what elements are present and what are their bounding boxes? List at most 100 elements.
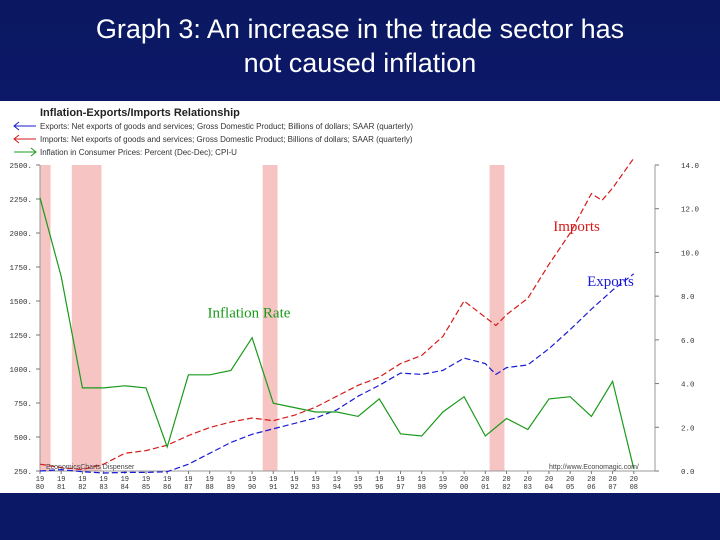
x-tick-label-century: 20	[460, 476, 468, 484]
x-tick-label-year: 87	[184, 484, 192, 492]
legend-label: Imports: Net exports of goods and servic…	[40, 135, 413, 144]
x-tick-label-year: 03	[524, 484, 532, 492]
legend-entry: Exports: Net exports of goods and servic…	[13, 121, 413, 131]
x-tick-label-century: 20	[608, 476, 616, 484]
x-tick-label-year: 08	[630, 484, 638, 492]
x-tick-label-year: 89	[227, 484, 235, 492]
x-tick-label-year: 92	[290, 484, 298, 492]
x-tick-label-century: 19	[57, 476, 65, 484]
legend-entry: Inflation in Consumer Prices: Percent (D…	[14, 147, 237, 157]
x-tick-label-year: 85	[142, 484, 150, 492]
y-left-tick-label: 1500.	[9, 299, 32, 307]
x-tick-label-century: 19	[269, 476, 277, 484]
x-tick-label-century: 19	[142, 476, 150, 484]
footer-band	[0, 493, 720, 540]
y-left-tick-label: 750.	[14, 401, 32, 409]
x-tick-label-year: 96	[375, 484, 383, 492]
x-tick-label-century: 20	[481, 476, 489, 484]
y-left-tick-label: 1750.	[9, 265, 32, 273]
x-tick-label-year: 04	[545, 484, 553, 492]
x-tick-label-century: 19	[121, 476, 129, 484]
x-tick-label-year: 01	[481, 484, 489, 492]
x-tick-label-year: 82	[78, 484, 86, 492]
series-line-imports	[39, 157, 635, 471]
x-tick-label-century: 19	[439, 476, 447, 484]
x-tick-label-century: 20	[545, 476, 553, 484]
trade-inflation-chart: Inflation-Exports/Imports Relationship Ex…	[9, 107, 700, 492]
series-line-inflation-rate	[39, 197, 635, 469]
slide-title-line-2: not caused inflation	[243, 48, 477, 78]
y-right-tick-label: 10.0	[681, 250, 700, 258]
x-tick-label-century: 20	[587, 476, 595, 484]
x-tick-label-century: 19	[205, 476, 213, 484]
x-tick-label-century: 19	[227, 476, 235, 484]
x-tick-label-year: 91	[269, 484, 277, 492]
x-tick-label-century: 20	[630, 476, 638, 484]
x-tick-label-century: 19	[333, 476, 341, 484]
y-left-tick-label: 2250.	[9, 197, 32, 205]
x-tick-label-century: 19	[248, 476, 256, 484]
x-tick-label-year: 81	[57, 484, 65, 492]
x-tick-label-century: 19	[36, 476, 44, 484]
x-tick-label-century: 19	[396, 476, 404, 484]
slide-title-line-1: Graph 3: An increase in the trade sector…	[95, 14, 625, 44]
y-left-tick-label: 250.	[14, 469, 32, 477]
x-tick-label-century: 19	[184, 476, 192, 484]
y-right-tick-label: 4.0	[681, 382, 695, 390]
y-left-tick-label: 1250.	[9, 333, 32, 341]
x-tick-label-century: 20	[524, 476, 532, 484]
x-tick-label-year: 99	[439, 484, 447, 492]
legend-arrow-icon	[13, 134, 20, 144]
series-annotation: Inflation Rate	[208, 305, 291, 321]
x-tick-label-year: 84	[121, 484, 129, 492]
y-right-tick-label: 0.0	[681, 469, 695, 477]
x-tick-label-century: 19	[418, 476, 426, 484]
x-tick-label-century: 19	[311, 476, 319, 484]
x-tick-label-year: 80	[36, 484, 44, 492]
source-note-left: EconomicsCharts Dispenser	[46, 464, 135, 471]
slide-title: Graph 3: An increase in the trade sector…	[0, 12, 720, 80]
y-right-tick-label: 12.0	[681, 207, 700, 215]
y-left-tick-label: 1000.	[9, 367, 32, 375]
x-tick-label-year: 86	[163, 484, 171, 492]
x-tick-label-year: 83	[99, 484, 107, 492]
y-right-tick-label: 6.0	[681, 338, 695, 346]
y-left-tick-label: 2500.	[9, 163, 32, 171]
recession-band	[40, 165, 51, 471]
x-tick-label-year: 94	[333, 484, 341, 492]
x-tick-label-year: 90	[248, 484, 256, 492]
x-tick-label-year: 07	[608, 484, 616, 492]
x-tick-label-year: 95	[354, 484, 362, 492]
x-tick-label-century: 20	[566, 476, 574, 484]
y-right-tick-label: 8.0	[681, 294, 695, 302]
y-right-tick-label: 14.0	[681, 163, 700, 171]
y-left-tick-label: 2000.	[9, 231, 32, 239]
chart-panel: Inflation-Exports/Imports Relationship Ex…	[0, 101, 720, 493]
series-annotation: Imports	[553, 219, 600, 235]
x-tick-label-year: 98	[418, 484, 426, 492]
x-tick-label-year: 00	[460, 484, 468, 492]
x-tick-label-century: 19	[375, 476, 383, 484]
x-tick-label-year: 93	[311, 484, 319, 492]
recession-band	[262, 165, 278, 471]
x-tick-label-year: 05	[566, 484, 574, 492]
y-right-tick-label: 2.0	[681, 425, 695, 433]
legend-label: Inflation in Consumer Prices: Percent (D…	[40, 148, 237, 157]
x-tick-label-century: 20	[502, 476, 510, 484]
legend-entry: Imports: Net exports of goods and servic…	[13, 134, 413, 144]
x-tick-label-year: 02	[502, 484, 510, 492]
recession-band	[71, 165, 102, 471]
x-tick-label-year: 97	[396, 484, 404, 492]
legend-label: Exports: Net exports of goods and servic…	[40, 122, 413, 131]
x-tick-label-century: 19	[163, 476, 171, 484]
x-tick-label-year: 88	[205, 484, 213, 492]
series-annotation: Exports	[587, 274, 634, 290]
x-tick-label-century: 19	[354, 476, 362, 484]
x-tick-label-century: 19	[99, 476, 107, 484]
recession-band	[489, 165, 505, 471]
chart-title: Inflation-Exports/Imports Relationship	[40, 107, 240, 119]
source-note-right: http://www.Economagic.com/	[549, 464, 639, 471]
legend-arrow-icon	[30, 147, 37, 157]
legend-arrow-icon	[13, 121, 20, 131]
x-tick-label-century: 19	[78, 476, 86, 484]
